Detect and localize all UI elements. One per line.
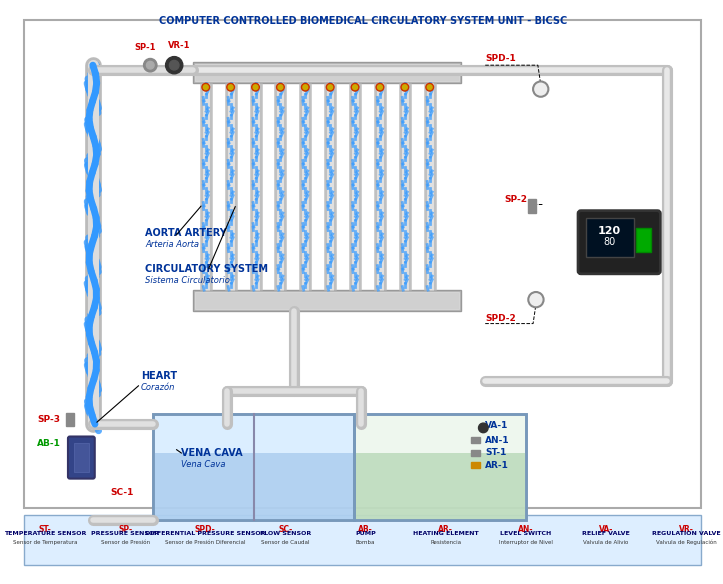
Bar xyxy=(471,463,481,468)
Text: VA-1: VA-1 xyxy=(485,422,508,430)
Bar xyxy=(153,415,354,520)
Bar xyxy=(195,292,459,309)
FancyBboxPatch shape xyxy=(68,436,95,479)
Text: COMPUTER CONTROLLED BIOMEDICAL CIRCULATORY SYSTEM UNIT - BICSC: COMPUTER CONTROLLED BIOMEDICAL CIRCULATO… xyxy=(158,16,567,26)
Circle shape xyxy=(253,85,258,89)
Bar xyxy=(354,415,526,520)
Bar xyxy=(193,62,461,84)
Text: Vena Cava: Vena Cava xyxy=(181,460,226,469)
Circle shape xyxy=(169,60,179,70)
Circle shape xyxy=(228,85,233,89)
Text: VR-: VR- xyxy=(679,524,693,534)
Text: AB-1: AB-1 xyxy=(38,439,61,448)
Bar xyxy=(471,450,481,456)
Circle shape xyxy=(252,84,260,91)
Text: PUMP: PUMP xyxy=(355,531,376,536)
Text: TEMPERATURE SENSOR: TEMPERATURE SENSOR xyxy=(4,531,86,536)
Text: Resistencia: Resistencia xyxy=(430,540,461,545)
Text: SP-: SP- xyxy=(118,524,132,534)
Bar xyxy=(24,20,701,508)
Text: HEATING ELEMENT: HEATING ELEMENT xyxy=(413,531,479,536)
Text: FLOW SENSOR: FLOW SENSOR xyxy=(260,531,311,536)
Text: VR-1: VR-1 xyxy=(168,41,190,50)
Circle shape xyxy=(147,61,154,69)
Text: VA-: VA- xyxy=(599,524,613,534)
Bar xyxy=(354,453,526,520)
Circle shape xyxy=(403,85,407,89)
Bar xyxy=(636,228,651,252)
Text: SC-1: SC-1 xyxy=(110,488,134,498)
Circle shape xyxy=(277,84,284,91)
Bar xyxy=(193,290,461,311)
Text: SP-2: SP-2 xyxy=(505,194,527,204)
Text: SC-: SC- xyxy=(278,524,293,534)
Circle shape xyxy=(377,85,382,89)
Text: SPD-2: SPD-2 xyxy=(485,314,516,324)
Circle shape xyxy=(427,85,432,89)
Circle shape xyxy=(351,84,359,91)
Text: VENA CAVA: VENA CAVA xyxy=(181,448,242,458)
FancyBboxPatch shape xyxy=(578,211,660,274)
Text: AR-1: AR-1 xyxy=(485,461,509,470)
Text: DIFFERENTIAL PRESSURE SENSOR: DIFFERENTIAL PRESSURE SENSOR xyxy=(145,531,265,536)
Text: 120: 120 xyxy=(598,226,621,236)
Circle shape xyxy=(529,292,544,307)
Text: 80: 80 xyxy=(604,237,616,247)
Circle shape xyxy=(227,84,234,91)
Text: Sistema Circulatorio: Sistema Circulatorio xyxy=(145,276,231,285)
Bar xyxy=(529,199,536,213)
Text: Sensor de Caudal: Sensor de Caudal xyxy=(261,540,309,545)
Text: AN-1: AN-1 xyxy=(485,436,510,445)
Text: SP-3: SP-3 xyxy=(38,415,60,424)
Bar xyxy=(153,453,354,520)
Text: ST-: ST- xyxy=(38,524,51,534)
Bar xyxy=(74,443,89,472)
Circle shape xyxy=(166,57,183,74)
Text: AN-: AN- xyxy=(518,524,534,534)
Text: SP-1: SP-1 xyxy=(134,43,156,52)
Circle shape xyxy=(144,58,157,72)
Circle shape xyxy=(328,85,333,89)
Text: Corazón: Corazón xyxy=(141,383,175,392)
Text: Sensor de Presión: Sensor de Presión xyxy=(100,540,150,545)
Text: Interruptor de Nivel: Interruptor de Nivel xyxy=(499,540,553,545)
Text: HEART: HEART xyxy=(141,371,177,381)
Text: Valvula de Alivio: Valvula de Alivio xyxy=(583,540,629,545)
Text: AB-: AB- xyxy=(358,524,373,534)
Circle shape xyxy=(479,423,488,433)
Circle shape xyxy=(203,85,208,89)
Circle shape xyxy=(202,84,210,91)
Text: SPD-1: SPD-1 xyxy=(485,54,516,63)
Bar xyxy=(354,415,526,520)
Circle shape xyxy=(376,84,384,91)
Circle shape xyxy=(353,85,357,89)
Text: REGULATION VALVE: REGULATION VALVE xyxy=(652,531,721,536)
Circle shape xyxy=(301,84,309,91)
Circle shape xyxy=(326,84,334,91)
Text: LEVEL SWITCH: LEVEL SWITCH xyxy=(500,531,552,536)
Bar xyxy=(195,64,459,81)
Text: AR-: AR- xyxy=(438,524,453,534)
Circle shape xyxy=(303,85,308,89)
Text: RELIEF VALVE: RELIEF VALVE xyxy=(582,531,630,536)
Text: Sensor de Temperatura: Sensor de Temperatura xyxy=(13,540,77,545)
Text: AORTA ARTERY: AORTA ARTERY xyxy=(145,228,227,238)
Bar xyxy=(471,437,481,443)
Bar xyxy=(586,218,633,256)
Text: Arteria Aorta: Arteria Aorta xyxy=(145,239,200,249)
Text: Valvula de Regulación: Valvula de Regulación xyxy=(656,540,716,545)
Text: PRESSURE SENSOR: PRESSURE SENSOR xyxy=(91,531,159,536)
Circle shape xyxy=(426,84,434,91)
Text: ST-1: ST-1 xyxy=(485,449,507,457)
Circle shape xyxy=(278,85,283,89)
Bar xyxy=(24,515,701,565)
Bar xyxy=(66,412,74,426)
Text: SPD-: SPD- xyxy=(195,524,215,534)
Circle shape xyxy=(533,81,548,97)
Text: CIRCULATORY SYSTEM: CIRCULATORY SYSTEM xyxy=(145,264,268,274)
Bar xyxy=(153,415,354,520)
Text: Bomba: Bomba xyxy=(356,540,375,545)
Text: Sensor de Presión Diferencial: Sensor de Presión Diferencial xyxy=(165,540,246,545)
Circle shape xyxy=(401,84,408,91)
